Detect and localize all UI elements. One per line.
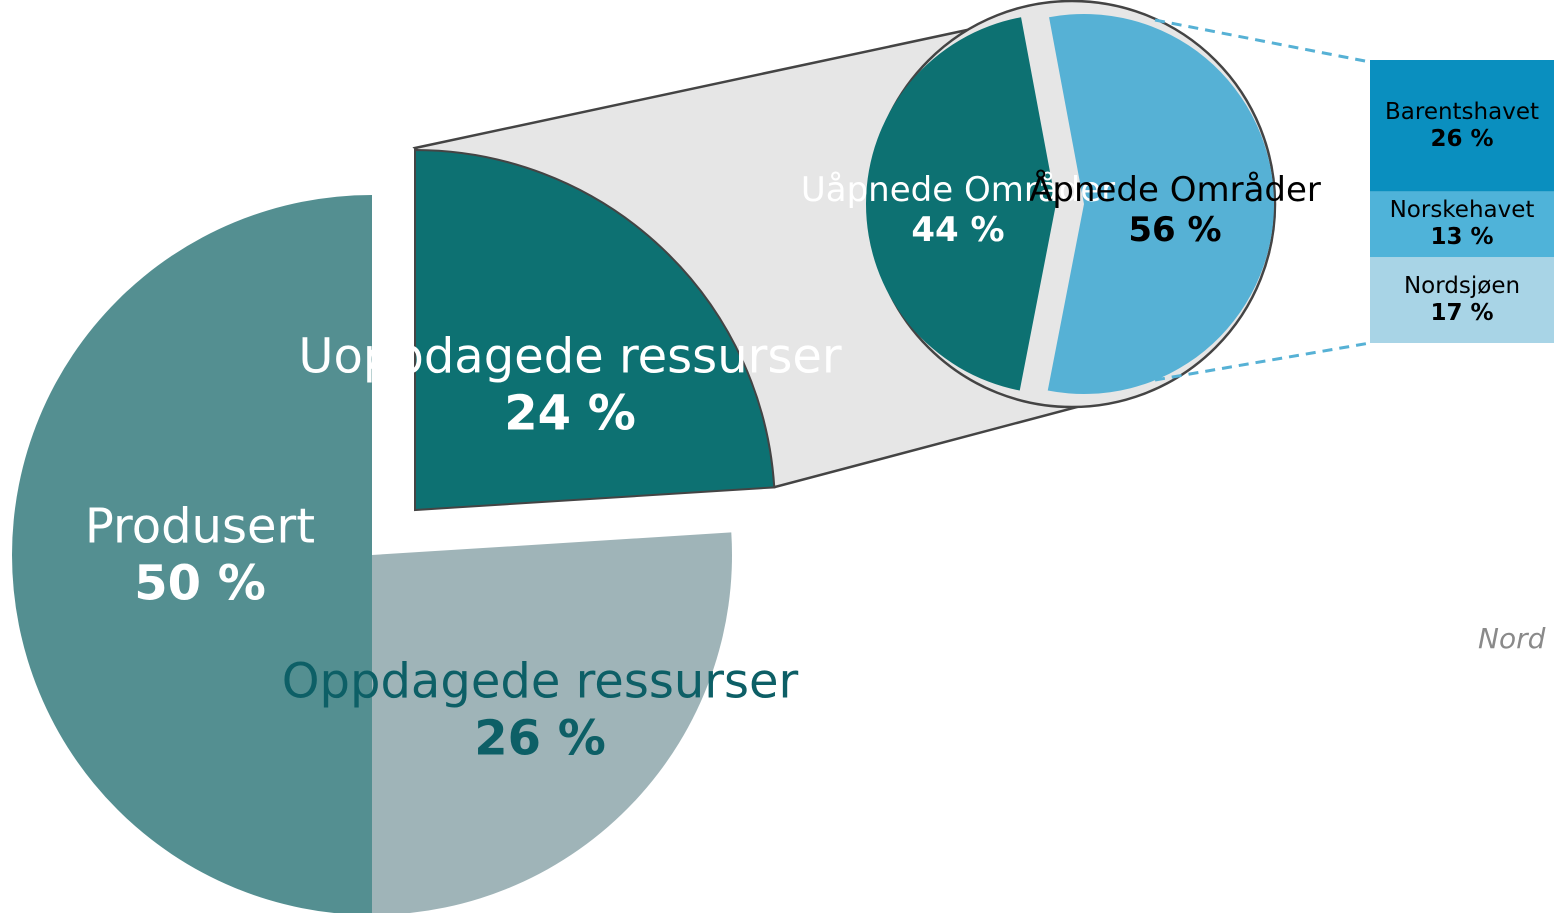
- data-label: Uåpnede Områder 44 %: [801, 170, 1115, 250]
- value-label: 56 %: [1128, 210, 1222, 250]
- bar-segment: [1370, 191, 1554, 258]
- pie-slice: [414, 148, 776, 512]
- category-label: Barentshavet: [1384, 98, 1540, 125]
- leader-line: [1154, 18, 1371, 64]
- map-label: Nord: [1478, 622, 1546, 655]
- value-label: 17 %: [1430, 300, 1494, 327]
- category-label: Åpnede Områder: [1029, 169, 1321, 210]
- data-label: Norskehavet 13 %: [1390, 197, 1535, 251]
- pie-slice: [866, 17, 1056, 391]
- pie-slice: [12, 195, 372, 913]
- leader-line: [1154, 341, 1371, 382]
- pie-slice: [372, 532, 732, 913]
- data-label: Barentshavet 26 %: [1385, 99, 1539, 153]
- data-label: Åpnede Områder 56 %: [1029, 170, 1321, 250]
- data-label: Nordsjøen 17 %: [1404, 273, 1520, 327]
- value-label: 44 %: [911, 210, 1005, 250]
- value-label: 26 %: [474, 710, 606, 766]
- category-label: Uoppdagede ressurser: [298, 328, 842, 385]
- value-label: 24 %: [504, 385, 636, 441]
- bar-segment: [1370, 60, 1554, 192]
- value-label: 13 %: [1430, 224, 1494, 251]
- category-label: Nordsjøen: [1403, 272, 1521, 299]
- category-label: Produsert: [84, 498, 316, 555]
- data-label: Produsert 50 %: [85, 498, 315, 611]
- data-label: Uoppdagede ressurser 24 %: [298, 328, 841, 441]
- value-label: 50 %: [134, 555, 266, 611]
- bar-segment: [1370, 257, 1554, 343]
- category-label: Norskehavet: [1389, 197, 1535, 224]
- category-label: Uåpnede Områder: [800, 169, 1116, 210]
- value-label: 26 %: [1430, 125, 1494, 152]
- category-label: Oppdagede ressurser: [281, 653, 799, 710]
- data-label: Oppdagede ressurser 26 %: [282, 653, 799, 766]
- pie-slice: [1047, 13, 1275, 394]
